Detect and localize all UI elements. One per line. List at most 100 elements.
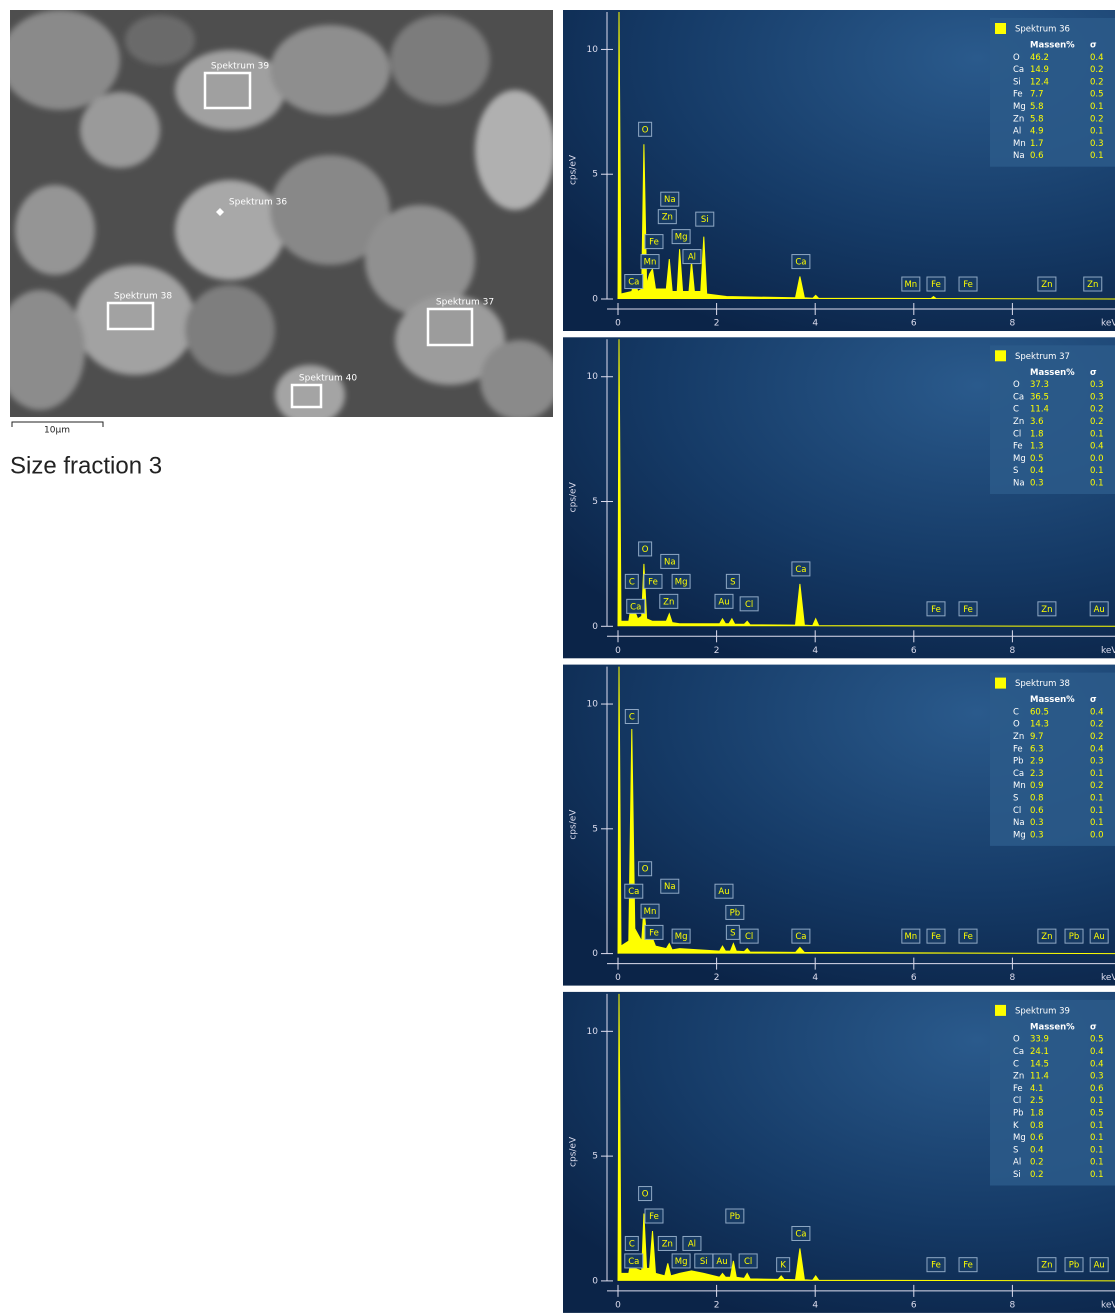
x-tick-label: 4 xyxy=(812,319,818,329)
legend-value: 0.8 xyxy=(1030,1121,1044,1131)
legend-value: 0.3 xyxy=(1030,830,1044,840)
legend-value: 0.6 xyxy=(1030,151,1044,161)
legend-element: S xyxy=(1013,1145,1018,1155)
y-tick-label: 10 xyxy=(587,700,599,710)
legend-box xyxy=(990,345,1115,494)
legend-sigma: 0.0 xyxy=(1090,830,1104,840)
legend-element: Mg xyxy=(1013,454,1026,464)
legend-sigma: 0.1 xyxy=(1090,127,1104,137)
peak-label: O xyxy=(642,125,649,135)
peak-label: Au xyxy=(1094,932,1105,942)
legend-element: Zn xyxy=(1013,1072,1024,1082)
x-axis-label: keV xyxy=(1101,973,1115,983)
peak-label: Zn xyxy=(1041,605,1052,615)
legend-box xyxy=(990,672,1115,846)
legend-sigma: 0.1 xyxy=(1090,1145,1104,1155)
peak-label-box xyxy=(695,211,715,227)
legend-value: 2.5 xyxy=(1030,1096,1044,1106)
legend-value: 6.3 xyxy=(1030,744,1044,754)
peak-label: Mn xyxy=(644,907,657,917)
peak-label: Fe xyxy=(649,928,659,938)
peak-label-box xyxy=(712,1253,732,1269)
x-tick-label: 0 xyxy=(615,319,621,329)
peak-label: Si xyxy=(700,1257,708,1267)
peak-label: K xyxy=(780,1261,786,1271)
legend-sigma: 0.3 xyxy=(1090,757,1104,767)
legend-header: σ xyxy=(1090,695,1097,705)
legend-label: Spektrum 36 xyxy=(1015,25,1070,35)
legend-sigma: 0.6 xyxy=(1090,1084,1104,1094)
peak-label: Ca xyxy=(628,1257,639,1267)
legend-value: 11.4 xyxy=(1030,1072,1049,1082)
peak-label-box xyxy=(1037,1257,1057,1273)
peak-label: Fe xyxy=(931,932,941,942)
peak-label: C xyxy=(629,713,635,723)
peak-label-box xyxy=(660,878,680,894)
peak-label: Fe xyxy=(648,577,658,587)
legend-sigma: 0.3 xyxy=(1090,139,1104,149)
x-tick-label: 8 xyxy=(1010,973,1016,983)
peak-label-box xyxy=(671,229,691,245)
legend-sigma: 0.2 xyxy=(1090,405,1104,415)
peak-label: Na xyxy=(664,195,676,205)
peak-label: Mn xyxy=(904,932,917,942)
legend-swatch xyxy=(995,1004,1006,1016)
peak-label-box xyxy=(644,234,664,250)
legend-value: 12.4 xyxy=(1030,77,1049,87)
legend-header: σ xyxy=(1090,1022,1097,1032)
peak-label: Mn xyxy=(644,258,657,268)
peak-label-box xyxy=(725,924,740,940)
legend-element: O xyxy=(1013,720,1020,730)
legend-element: Mg xyxy=(1013,102,1026,112)
legend-element: Mn xyxy=(1013,781,1026,791)
legend-sigma: 0.4 xyxy=(1090,442,1104,452)
region-label: Spektrum 39 xyxy=(211,62,269,72)
legend-value: 60.5 xyxy=(1030,707,1049,717)
legend-value: 37.3 xyxy=(1030,380,1049,390)
x-tick-label: 2 xyxy=(714,973,720,983)
peak-label: Cl xyxy=(745,600,753,610)
peak-label-box xyxy=(659,593,679,609)
legend-element: Zn xyxy=(1013,732,1024,742)
peak-label-box xyxy=(1089,928,1109,944)
peak-label: Ca xyxy=(795,1229,806,1239)
legend-element: Si xyxy=(1013,1170,1021,1180)
legend-value: 0.2 xyxy=(1030,1170,1044,1180)
legend-element: Cl xyxy=(1013,429,1021,439)
x-tick-label: 4 xyxy=(812,1300,818,1310)
x-axis-label: keV xyxy=(1101,1300,1115,1310)
x-tick-label: 0 xyxy=(615,973,621,983)
x-tick-label: 4 xyxy=(812,973,818,983)
y-tick-label: 0 xyxy=(592,1276,598,1286)
legend-element: Al xyxy=(1013,127,1021,137)
legend-sigma: 0.1 xyxy=(1090,1133,1104,1143)
peak-label: Mg xyxy=(675,577,688,587)
peak-label: Zn xyxy=(1041,932,1052,942)
spectrum-panel: 0 5 10 0 2 4 6 8 keV cps/eV O Fe Pb C Zn Al Ca Ca Mg Si Au Cl… xyxy=(563,991,1115,1313)
peak-label-box xyxy=(926,601,946,617)
peak-label-box xyxy=(791,561,811,577)
x-tick-label: 6 xyxy=(911,1300,917,1310)
legend-element: Mg xyxy=(1013,1133,1026,1143)
peak-label-box xyxy=(624,1235,639,1251)
caption: Size fraction 3 xyxy=(10,452,162,479)
legend-value: 1.8 xyxy=(1030,429,1044,439)
peak-label-box xyxy=(624,709,639,725)
legend-sigma: 0.1 xyxy=(1090,794,1104,804)
legend-value: 2.3 xyxy=(1030,769,1044,779)
legend-element: Pb xyxy=(1013,757,1024,767)
legend-sigma: 0.5 xyxy=(1090,1035,1104,1045)
peak-label: Fe xyxy=(963,1261,973,1271)
peak-label-box xyxy=(1064,1257,1084,1273)
legend-element: Na xyxy=(1013,818,1025,828)
legend-element: Zn xyxy=(1013,114,1024,124)
peak-label: Au xyxy=(718,597,729,607)
legend-sigma: 0.2 xyxy=(1090,114,1104,124)
legend-value: 24.1 xyxy=(1030,1047,1049,1057)
peak-label: Ca xyxy=(795,565,806,575)
peak-label-box xyxy=(725,573,740,589)
legend-sigma: 0.4 xyxy=(1090,53,1104,63)
peak-label-box xyxy=(714,883,734,899)
peak-label-box xyxy=(638,121,653,137)
